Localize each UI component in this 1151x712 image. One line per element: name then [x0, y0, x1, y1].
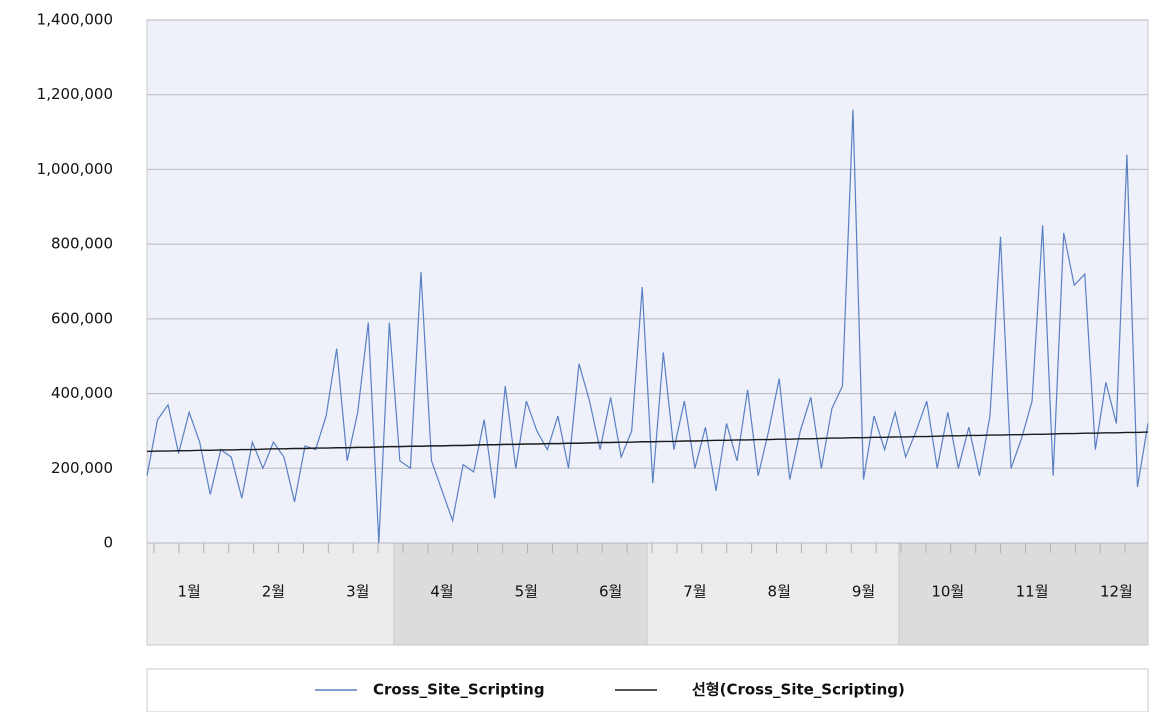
series-line [146, 431, 1149, 453]
y-tick-label: 1,400,000 [37, 11, 113, 29]
x-tick-label: 4월 [430, 583, 453, 601]
quarter-band [646, 542, 900, 646]
y-tick-label: 200,000 [51, 459, 113, 477]
y-tick-label: 1,200,000 [37, 85, 113, 103]
y-tick-label: 0 [103, 534, 113, 552]
x-tick-label: 11월 [1016, 583, 1049, 601]
x-tick-label: 10월 [931, 583, 964, 601]
legend-label: 선형(Cross_Site_Scripting) [692, 681, 905, 699]
x-tick-label: 3월 [346, 583, 369, 601]
y-tick-label: 400,000 [51, 384, 113, 402]
quarter-band [898, 542, 1149, 646]
x-tick-label: 12월 [1100, 583, 1133, 601]
x-tick-label: 5월 [515, 583, 538, 601]
x-tick-label: 7월 [683, 583, 706, 601]
y-tick-label: 800,000 [51, 235, 113, 253]
legend-label: Cross_Site_Scripting [373, 681, 545, 699]
y-tick-label: 1,000,000 [37, 160, 113, 178]
x-tick-label: 2월 [262, 583, 285, 601]
quarter-band [146, 542, 395, 646]
x-tick-label: 9월 [852, 583, 875, 601]
plot-area [146, 19, 1149, 544]
x-tick-label: 8월 [768, 583, 791, 601]
x-tick-label: 6월 [599, 583, 622, 601]
x-tick-label: 1월 [177, 583, 200, 601]
series-line [146, 109, 1149, 544]
y-tick-label: 600,000 [51, 309, 113, 327]
